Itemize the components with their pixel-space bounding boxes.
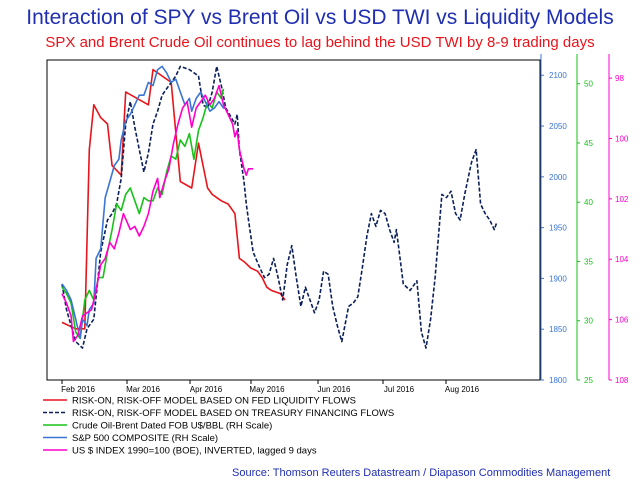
brent-tick-label: 25 [584,376,593,385]
legend-label-2: RISK-ON, RISK-OFF MODEL BASED ON TREASUR… [72,408,394,419]
series-line-5 [61,84,254,343]
x-tick-label: Mar 2016 [126,385,160,394]
legend-label-5: US $ INDEX 1990=100 (BOE), INVERTED, lag… [72,446,317,457]
x-tick-label: Aug 2016 [445,385,480,394]
usd-tick-label: 106 [615,316,629,325]
usd-tick-label: 108 [615,376,629,385]
brent-tick-label: 50 [584,80,593,89]
chart-title: Interaction of SPY vs Brent Oil vs USD T… [26,6,614,29]
x-tick-label: May 2016 [249,385,285,394]
brent-tick-label: 30 [584,317,593,326]
sp500-tick-label: 2000 [549,173,567,182]
sp500-tick-label: 1850 [549,325,567,334]
x-tick-label: Apr 2016 [190,385,223,394]
usd-tick-label: 102 [615,195,629,204]
sp500-tick-label: 1800 [549,376,567,385]
legend-label-3: Crude Oil-Brent Dated FOB U$/BBL (RH Sca… [72,421,272,432]
brent-tick-label: 45 [584,139,593,148]
source-note: Source: Thomson Reuters Datastream / Dia… [232,467,611,479]
sp500-tick-label: 1950 [549,224,567,233]
usd-tick-label: 104 [615,255,629,264]
sp500-tick-label: 2050 [549,122,567,131]
sp500-tick-label: 2100 [549,71,567,80]
plot-area [46,59,541,381]
x-tick-label: Jul 2016 [384,385,415,394]
chart-subtitle: SPX and Brent Crude Oil continues to lag… [45,34,595,51]
series-line-1 [61,68,286,330]
brent-tick-label: 35 [584,257,593,266]
usd-tick-label: 98 [615,74,624,83]
series-line-4 [61,65,226,340]
legend-label-4: S&P 500 COMPOSITE (RH Scale) [72,433,218,444]
usd-tick-label: 100 [615,134,629,143]
brent-tick-label: 40 [584,198,593,207]
series-line-3 [61,88,225,340]
sp500-tick-label: 1900 [549,274,567,283]
series-line-2 [61,65,498,349]
x-tick-label: Jun 2016 [318,385,351,394]
x-tick-label: Feb 2016 [61,385,95,394]
legend-label-1: RISK-ON, RISK-OFF MODEL BASED ON FED LIQ… [72,396,356,407]
